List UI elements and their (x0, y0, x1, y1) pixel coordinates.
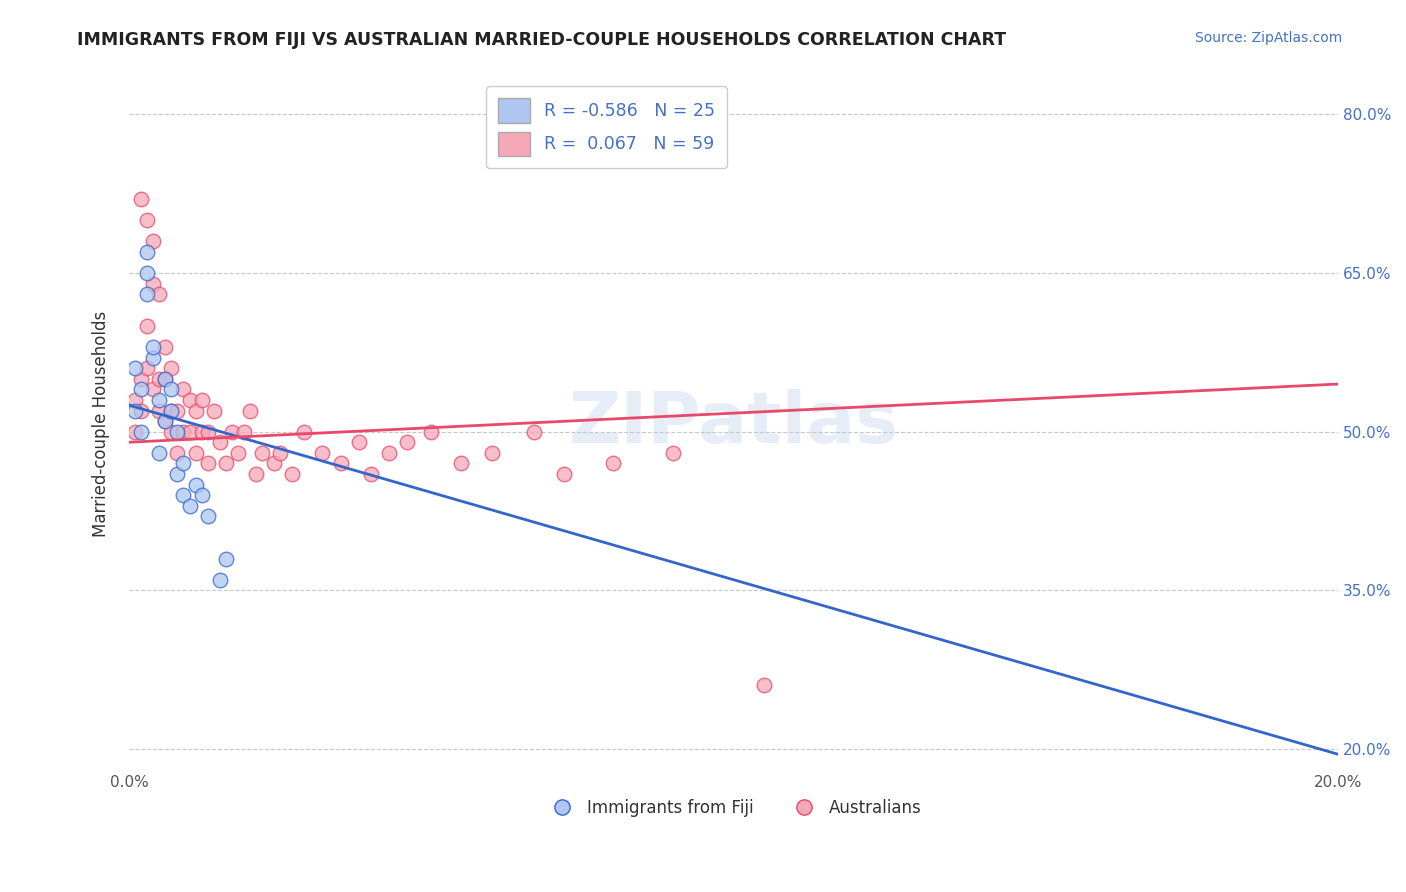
Point (129, 403, 152, 417)
Point (602, 456, 624, 470)
Point (160, 425, 183, 439)
Point (129, 382, 152, 396)
Point (190, 392, 212, 407)
Y-axis label: Married-couple Households: Married-couple Households (93, 310, 110, 537)
Point (160, 382, 183, 396)
Point (263, 456, 285, 470)
Point (662, 446, 685, 460)
Point (232, 425, 254, 439)
Point (166, 403, 188, 417)
Point (197, 425, 219, 439)
Point (553, 467, 575, 481)
Point (208, 435, 231, 450)
Point (142, 235, 165, 249)
Point (197, 456, 219, 470)
Text: IMMIGRANTS FROM FIJI VS AUSTRALIAN MARRIED-COUPLE HOUSEHOLDS CORRELATION CHART: IMMIGRANTS FROM FIJI VS AUSTRALIAN MARRI… (77, 31, 1007, 49)
Point (172, 488, 194, 502)
Point (202, 403, 225, 417)
Point (124, 361, 146, 376)
Point (396, 435, 419, 450)
Point (148, 446, 170, 460)
Point (481, 446, 503, 460)
Point (166, 467, 188, 481)
Point (142, 277, 165, 291)
Point (245, 467, 267, 481)
Point (136, 318, 159, 333)
Point (142, 351, 165, 365)
Point (197, 509, 219, 524)
Point (136, 213, 159, 227)
Point (281, 467, 304, 481)
Point (215, 456, 238, 470)
Point (155, 372, 177, 386)
Point (160, 403, 183, 417)
Point (136, 361, 159, 376)
Point (269, 446, 291, 460)
Point (172, 456, 194, 470)
Point (208, 573, 231, 587)
Point (160, 361, 183, 376)
Point (311, 446, 333, 460)
Legend: Immigrants from Fiji, Australians: Immigrants from Fiji, Australians (538, 793, 928, 824)
Point (142, 340, 165, 354)
Point (190, 488, 212, 502)
Point (172, 382, 194, 396)
Point (129, 192, 152, 206)
Point (523, 425, 546, 439)
Point (155, 372, 177, 386)
Point (179, 499, 201, 513)
Point (292, 425, 315, 439)
Point (360, 467, 382, 481)
Point (329, 456, 352, 470)
Point (184, 403, 207, 417)
Point (148, 392, 170, 407)
Point (184, 477, 207, 491)
Point (155, 414, 177, 428)
Point (172, 425, 194, 439)
Point (160, 403, 183, 417)
Point (129, 425, 152, 439)
Point (450, 456, 472, 470)
Point (166, 425, 188, 439)
Point (155, 414, 177, 428)
Point (155, 340, 177, 354)
Point (129, 372, 152, 386)
Point (148, 287, 170, 301)
Point (250, 446, 273, 460)
Point (184, 446, 207, 460)
Point (136, 287, 159, 301)
Point (124, 392, 146, 407)
Point (142, 382, 165, 396)
Point (347, 435, 370, 450)
Point (124, 403, 146, 417)
Point (148, 372, 170, 386)
Point (166, 446, 188, 460)
Point (136, 266, 159, 280)
Text: Source: ZipAtlas.com: Source: ZipAtlas.com (1195, 31, 1343, 45)
Point (179, 425, 201, 439)
Point (136, 244, 159, 259)
Point (420, 425, 443, 439)
Point (190, 425, 212, 439)
Text: ZIPatlas: ZIPatlas (568, 389, 898, 458)
Point (179, 392, 201, 407)
Point (124, 425, 146, 439)
Point (378, 446, 401, 460)
Point (221, 425, 243, 439)
Point (148, 403, 170, 417)
Point (226, 446, 249, 460)
Point (215, 551, 238, 566)
Point (752, 678, 775, 692)
Point (239, 403, 262, 417)
